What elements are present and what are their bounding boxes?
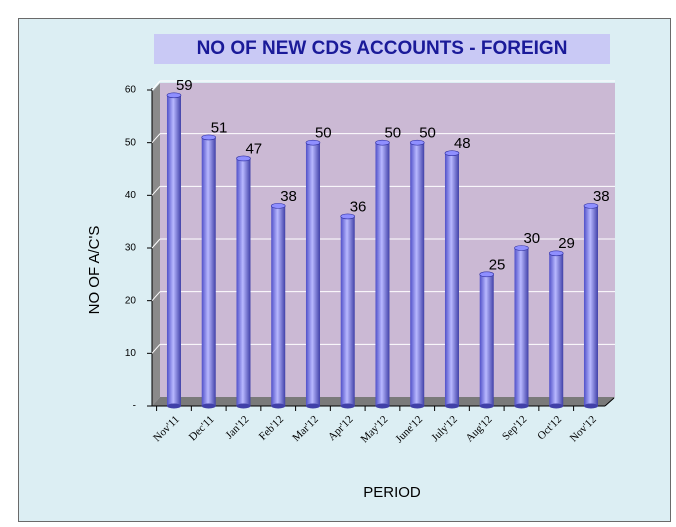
bar (201, 134, 217, 409)
grid-line (151, 238, 161, 249)
plot-side-wall (152, 83, 160, 406)
bar-base (410, 403, 425, 409)
grid-line (151, 186, 161, 196)
bar (166, 92, 182, 409)
grid-line (151, 133, 161, 143)
bar-body (410, 142, 425, 406)
y-tick-label: 10 (125, 348, 137, 359)
bar-top (479, 271, 495, 278)
value-label: 36 (350, 198, 367, 215)
value-label: 38 (280, 188, 297, 205)
value-label: 25 (489, 256, 506, 273)
bar (583, 203, 599, 409)
bar-base (271, 403, 286, 409)
y-tick-label: 60 (125, 85, 137, 96)
bar-base (514, 403, 529, 409)
grid-line (151, 344, 161, 354)
bar-body (166, 95, 181, 407)
y-axis-title: NO OF A/C'S (86, 226, 103, 315)
bar-top (444, 150, 460, 156)
y-tick-label: 50 (125, 137, 137, 148)
bar (270, 203, 286, 409)
bar-body (305, 142, 320, 406)
bar-body (583, 205, 598, 406)
bar-top (201, 134, 217, 141)
bar-body (514, 248, 529, 406)
bar-body (271, 205, 286, 406)
grid-line (151, 291, 161, 301)
bar (236, 155, 251, 409)
bar-base (479, 403, 494, 409)
value-label: 48 (454, 135, 471, 152)
value-label: 47 (245, 140, 262, 157)
bar (514, 245, 529, 409)
bar (340, 213, 356, 409)
bar (479, 271, 495, 409)
bar-top (548, 250, 564, 257)
bar-base (201, 403, 216, 409)
bar-base (444, 403, 459, 409)
grid-line (151, 80, 161, 91)
bar-top (166, 92, 182, 99)
bar (305, 139, 321, 409)
value-label: 50 (419, 125, 436, 142)
bar-top (514, 245, 529, 251)
value-label: 51 (211, 119, 228, 136)
bar-base (549, 403, 564, 409)
bar-body (444, 153, 459, 406)
value-label: 50 (315, 125, 332, 142)
bar-top (305, 139, 321, 146)
bar-base (166, 403, 181, 409)
value-label: 30 (523, 230, 540, 247)
bar-body (549, 253, 564, 406)
bar-top (340, 213, 356, 220)
bar (375, 139, 390, 409)
bar-body (201, 137, 216, 406)
x-axis-title: PERIOD (363, 484, 421, 501)
bar-top (409, 139, 425, 146)
value-label: 50 (384, 125, 401, 142)
x-axis-end (604, 397, 615, 407)
bar-base (375, 403, 390, 409)
title-box (154, 34, 610, 64)
bar-body (375, 142, 390, 406)
bar-top (583, 203, 599, 209)
bar-base (236, 403, 251, 409)
bar-base (583, 403, 598, 409)
bar (409, 139, 425, 409)
y-tick-label: 20 (125, 295, 137, 306)
bar-base (340, 403, 355, 409)
value-label: 59 (176, 77, 193, 94)
bar-base (305, 403, 320, 409)
value-label: 38 (593, 188, 610, 205)
bar-top (375, 139, 390, 146)
bar-top (236, 155, 251, 162)
y-tick-label: 40 (125, 190, 137, 201)
bar-body (340, 216, 355, 406)
chart-title: NO OF NEW CDS ACCOUNTS - FOREIGN (197, 38, 568, 59)
y-tick-label: 30 (125, 243, 137, 254)
bar (444, 150, 460, 409)
y-tick-label: - (133, 401, 136, 412)
bar-body (479, 274, 494, 406)
bar-top (270, 203, 286, 209)
value-label: 29 (558, 235, 575, 252)
bar-body (236, 158, 251, 406)
bar (548, 250, 564, 409)
